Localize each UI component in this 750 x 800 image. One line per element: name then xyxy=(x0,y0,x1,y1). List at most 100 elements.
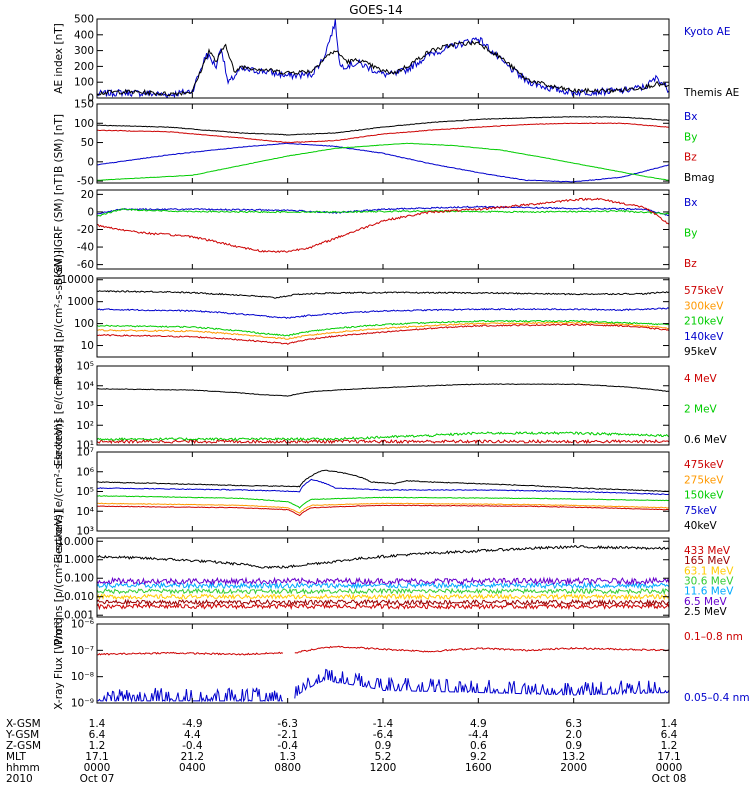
panel-2-legend-bmag: Bmag xyxy=(684,172,715,184)
time-row-value: 2000 xyxy=(560,762,587,774)
time-row-value: -0.4 xyxy=(182,740,203,752)
panel-1-legend-themis-ae: Themis AE xyxy=(683,87,739,99)
panel-2-legend-by: By xyxy=(684,131,697,143)
panel-8-series-0-1-0-8-nm xyxy=(97,645,669,656)
panel-1-ytick-label: 0 xyxy=(87,93,94,105)
panel-4-legend-210kev: 210keV xyxy=(684,316,724,328)
panel-7-legend-63-1-mev: 63.1 MeV xyxy=(684,565,734,577)
time-row-value: 6.4 xyxy=(661,729,678,741)
time-row-value: 0000 xyxy=(656,762,683,774)
panel-5-frame xyxy=(96,365,670,446)
panel-3-series-bz xyxy=(97,197,669,254)
time-row-value: 0.9 xyxy=(565,740,582,752)
chart-title: GOES-14 xyxy=(349,3,403,17)
time-row-value: 2.0 xyxy=(565,729,582,741)
panel-6-series-475kev xyxy=(97,504,669,517)
panel-2-legend-bz: Bz xyxy=(684,152,697,164)
panel-6-ytick-label: 10³ xyxy=(76,526,94,538)
panel-8-ytick-label: 10⁻⁸ xyxy=(71,671,94,683)
panel-7-series-11-6-mev xyxy=(97,581,669,590)
panel-4-legend-140kev: 140keV xyxy=(684,331,724,343)
panel-2-series xyxy=(97,115,669,183)
panel-7-ytick-label: 0.100 xyxy=(64,573,94,585)
panel-5-series-0-6-mev xyxy=(97,383,669,397)
panel-7-series-6-5-mev xyxy=(97,576,669,586)
time-row-value: 1.2 xyxy=(89,740,106,752)
panel-2-ylabel: B (SM) [nT] xyxy=(53,114,65,173)
time-row-value: 9.2 xyxy=(470,751,487,763)
panel-4-series xyxy=(97,290,669,345)
time-row-value: -0.4 xyxy=(277,740,298,752)
panel-6-legend-150kev: 150keV xyxy=(684,490,724,502)
time-row-value: 1600 xyxy=(465,762,492,774)
time-row-label-x-gsm: X-GSM xyxy=(6,718,41,730)
panel-3-legend-bx: Bx xyxy=(684,197,697,209)
panel-2-series-bmag xyxy=(97,115,669,136)
panel-4-series-210kev xyxy=(97,319,669,337)
time-row-value: 21.2 xyxy=(181,751,204,763)
panel-6-legend-275kev: 275keV xyxy=(684,474,724,486)
panel-2-ytick-label: -50 xyxy=(77,176,94,188)
panel-5-ytick-label: 10⁴ xyxy=(76,380,94,392)
panel-3-ytick-label: 0 xyxy=(87,206,94,218)
panel-1-ytick-label: 100 xyxy=(74,77,94,89)
panel-8-series xyxy=(97,645,669,703)
panel-5-ytick-label: 10² xyxy=(76,420,94,432)
time-row-label-z-gsm: Z-GSM xyxy=(6,740,41,752)
time-row-value: -2.1 xyxy=(277,729,298,741)
panel-5-legend-4-mev: 4 MeV xyxy=(684,373,718,385)
panel-6-legend-475kev: 475keV xyxy=(684,459,724,471)
panel-8: 10⁻⁹ 10⁻⁸ 10⁻⁷ 10⁻⁶ X-ray Flux [W/m²] 0.1–0.8… xyxy=(53,617,750,709)
panel-6-ytick-label: 10⁷ xyxy=(76,447,94,459)
panel-8-ytick-label: 10⁻⁶ xyxy=(71,619,94,631)
panel-3-series xyxy=(97,197,669,254)
panel-2-ytick-label: 150 xyxy=(74,99,94,111)
panel-5-legend-0-6-mev: 0.6 MeV xyxy=(684,434,728,446)
panel-5: 10¹ 10² 10³ 10⁴ 10⁵ Electrons [e/(cm²-s-sr)] 4… xyxy=(53,345,728,466)
panel-1-ytick-label: 400 xyxy=(74,29,94,41)
panel-6-legend-40kev: 40keV xyxy=(684,520,718,532)
panel-3-frame xyxy=(96,189,670,270)
time-row-value: 0.9 xyxy=(375,740,392,752)
panel-3-ytick-label: -60 xyxy=(77,259,94,271)
time-row-value: -4.4 xyxy=(468,729,489,741)
time-row-value: -1.4 xyxy=(373,718,394,730)
panel-1-frame xyxy=(96,18,670,99)
panel-7-series-433-mev xyxy=(97,602,669,611)
panel-5-ytick-label: 10¹ xyxy=(76,440,94,452)
panel-8-legend-0-05-0-4-nm: 0.05–0.4 nm xyxy=(684,692,750,704)
panel-3: -60 -40 -20 0 20 B(SM)-IGRF (SM) [nT] Bx By Bz xyxy=(53,174,697,285)
panel-4-ytick-label: 100 xyxy=(74,318,94,330)
panel-5-ylabel: Electrons [e/(cm²-s-sr)] xyxy=(53,345,65,466)
panel-7-series-165-mev xyxy=(97,598,669,607)
time-row-value: 1.3 xyxy=(279,751,296,763)
panel-5-series xyxy=(97,383,669,445)
panel-4-series-95kev xyxy=(97,290,669,299)
time-axis-table: X-GSM 1.4 -4.9 -6.3 -1.4 4.9 6.3 1.4 Y-GSM 6.4 4.4… xyxy=(5,718,686,785)
time-row-value: 6.4 xyxy=(89,729,106,741)
panel-3-ylabel: B(SM)-IGRF (SM) [nT] xyxy=(53,174,65,285)
panel-1: 0 100 200 300 400 500 AE index [nT] Kyoto AE The… xyxy=(53,14,739,105)
panel-1-series xyxy=(97,19,669,98)
time-row-value: 13.2 xyxy=(562,751,585,763)
panel-5-ytick-label: 10³ xyxy=(76,400,94,412)
time-row-value: -6.3 xyxy=(277,718,298,730)
panel-8-series-0-05-0-4-nm xyxy=(97,668,669,703)
panel-1-ylabel: AE index [nT] xyxy=(53,23,65,93)
time-row-value: Oct 07 xyxy=(80,773,115,785)
panel-6-ylabel: Electrons [e/(cm²-s-sr-keV)] xyxy=(53,420,65,564)
panel-2: -50 0 50 100 150 B (SM) [nT] Bx By Bz Bmag xyxy=(53,99,715,188)
panel-8-ylabel: X-ray Flux [W/m²] xyxy=(53,617,65,709)
panel-3-legend-bz: Bz xyxy=(684,258,697,270)
time-row-value: 6.3 xyxy=(565,718,582,730)
panel-6-ytick-label: 10⁶ xyxy=(76,466,94,478)
panel-2-ytick-label: 100 xyxy=(74,118,94,130)
time-row-value: 1.4 xyxy=(661,718,678,730)
time-row-label-mlt: MLT xyxy=(6,751,26,763)
panel-4-ylabel: Protons [p/(cm²-s-sr-keV)] xyxy=(53,250,65,385)
time-row-value: 1.2 xyxy=(661,740,678,752)
panel-3-series-bx xyxy=(97,205,669,217)
time-row-value: 0.6 xyxy=(470,740,487,752)
panel-7-series-2-5-mev xyxy=(97,545,669,569)
